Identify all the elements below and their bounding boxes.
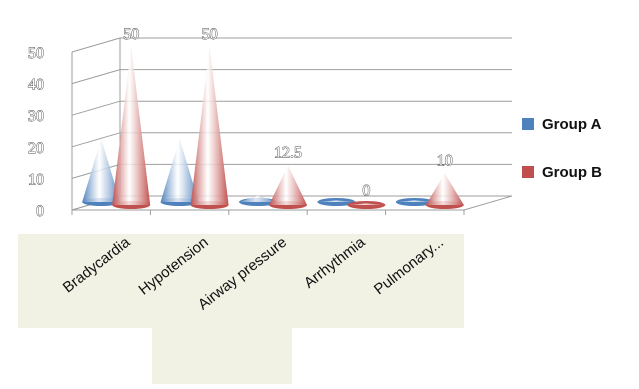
cone-group-a xyxy=(160,138,199,206)
label-band-extension xyxy=(152,234,292,384)
cone-body xyxy=(82,138,121,202)
cone-group-b xyxy=(269,165,307,209)
cone-group-b xyxy=(425,173,464,209)
data-label: 50 xyxy=(202,26,218,43)
y-tick-label: 50 xyxy=(28,45,44,62)
cone-body xyxy=(395,200,434,202)
y-tick-label: 10 xyxy=(28,171,44,188)
cone-body xyxy=(347,203,386,205)
legend-label: Group B xyxy=(542,164,602,181)
legend-swatch xyxy=(522,118,534,130)
cone-group-a xyxy=(395,198,434,206)
cone-body xyxy=(425,173,464,205)
y-tick-label: 0 xyxy=(36,203,44,220)
cone-group-b xyxy=(190,47,229,209)
gridline-side xyxy=(71,69,121,85)
data-label: 50 xyxy=(123,26,139,43)
cone-body xyxy=(239,195,277,202)
cone-group-b xyxy=(112,47,151,209)
cone-group-a xyxy=(82,138,121,206)
gridline-side xyxy=(71,132,121,148)
cone-body xyxy=(190,47,229,205)
legend-label: Group A xyxy=(542,116,602,133)
data-label: 0 xyxy=(362,182,370,199)
y-tick-label: 40 xyxy=(28,77,44,94)
cone-group-a xyxy=(317,198,356,206)
legend-swatch xyxy=(522,166,534,178)
data-label: 12.5 xyxy=(274,145,302,162)
gridline-side xyxy=(71,100,121,116)
cone-group-a xyxy=(239,195,277,206)
y-tick-label: 20 xyxy=(28,140,44,157)
cone-body xyxy=(269,165,307,205)
cone-body xyxy=(160,138,199,202)
cone-group-b xyxy=(347,201,386,209)
cone-body xyxy=(317,200,356,202)
cone-body xyxy=(112,47,151,205)
legend: Group A Group B xyxy=(522,116,602,181)
data-label: 10 xyxy=(437,152,453,169)
y-tick-label: 30 xyxy=(28,108,44,125)
gridline-side xyxy=(71,37,121,53)
